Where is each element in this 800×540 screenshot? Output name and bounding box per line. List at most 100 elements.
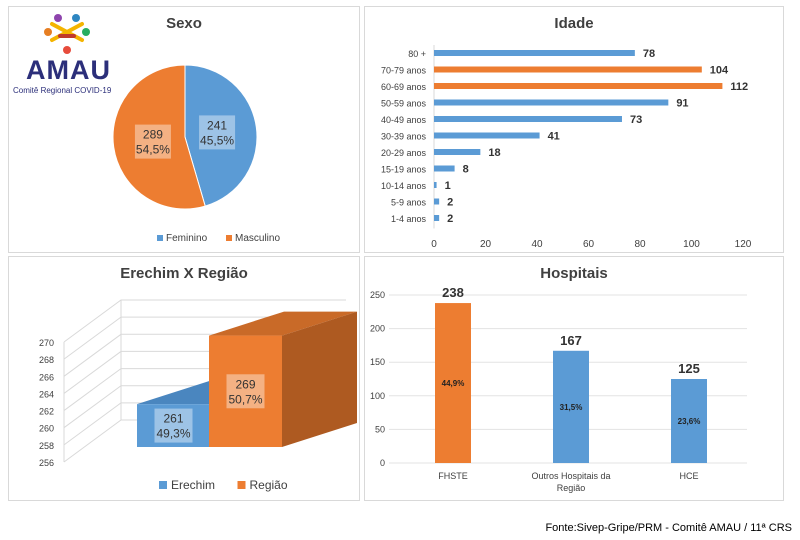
bar-pct-label: 31,5% xyxy=(560,403,583,412)
x-tick-label: 40 xyxy=(531,239,543,250)
hospitais-title: Hospitais xyxy=(540,265,608,282)
bar-side-face xyxy=(282,311,357,447)
bar-value-label: 261 xyxy=(163,412,183,426)
bar-value-label: 238 xyxy=(442,285,464,300)
y-tick-label: 266 xyxy=(39,372,54,382)
amau-logo: AMAU Comitê Regional COVID-19 xyxy=(8,8,128,98)
erechim-title: Erechim X Região xyxy=(120,265,248,282)
bar-pct-label: 50,7% xyxy=(228,392,262,406)
y-tick-label: 270 xyxy=(39,338,54,348)
category-label: 5-9 anos xyxy=(391,198,427,208)
y-tick-label: 0 xyxy=(380,458,385,468)
legend-swatch xyxy=(157,235,163,241)
idade-title: Idade xyxy=(554,15,594,32)
y-tick-label: 258 xyxy=(39,441,54,451)
bar xyxy=(434,66,702,73)
x-tick-label: 20 xyxy=(480,239,492,250)
bar-value-label: 2 xyxy=(447,197,453,209)
category-label: 40-49 anos xyxy=(381,115,427,125)
legend-label: Masculino xyxy=(235,233,280,244)
bar xyxy=(434,215,440,221)
y-tick-label: 200 xyxy=(370,324,385,334)
category-label: HCE xyxy=(679,471,698,481)
erechim-panel: Erechim X Região 256 258 260 262 264 266 268 27… xyxy=(8,256,360,501)
y-tick-label: 260 xyxy=(39,424,54,434)
source-note: Fonte:Sivep-Gripe/PRM - Comitê AMAU / 11… xyxy=(545,522,792,534)
pie-value-label: 241 xyxy=(207,118,227,132)
category-label: 15-19 anos xyxy=(381,165,427,175)
bar xyxy=(434,50,635,56)
bar xyxy=(434,149,481,155)
category-label: 70-79 anos xyxy=(381,66,427,76)
pie-pct-label: 45,5% xyxy=(200,133,234,147)
x-tick-label: 120 xyxy=(735,239,752,250)
category-label: 50-59 anos xyxy=(381,99,427,109)
bar xyxy=(434,198,440,205)
category-label: 80 + xyxy=(408,49,426,59)
y-tick-label: 264 xyxy=(39,389,54,399)
bar-value-label: 78 xyxy=(643,48,655,60)
x-tick-label: 60 xyxy=(583,239,595,250)
category-label: 10-14 anos xyxy=(381,181,427,191)
bar xyxy=(434,116,622,122)
bar-value-label: 125 xyxy=(678,361,700,376)
legend-label: Região xyxy=(250,478,288,492)
idade-panel: Idade 80 + 78 70-79 anos 104 60-69 anos 112 50… xyxy=(364,6,784,253)
category-label: Região xyxy=(557,483,586,493)
category-label: 30-39 anos xyxy=(381,132,427,142)
bar-pct-label: 23,6% xyxy=(678,417,701,426)
bar-value-label: 269 xyxy=(235,377,255,391)
hospitais-panel: Hospitais 0 50 100 150 200 250 238 44,9% FHSTE 16… xyxy=(364,256,784,501)
bar-value-label: 8 xyxy=(463,164,469,176)
sexo-panel: Sexo 241 45,5% 289 54,5% Feminino Masculino xyxy=(8,6,360,253)
bar-pct-label: 44,9% xyxy=(442,379,465,388)
bar-value-label: 73 xyxy=(630,114,642,126)
bar-value-label: 91 xyxy=(676,98,688,110)
bar-value-label: 41 xyxy=(548,131,560,143)
bar xyxy=(434,182,437,188)
y-tick-label: 268 xyxy=(39,355,54,365)
category-label: 1-4 anos xyxy=(391,214,427,224)
pie-label-box xyxy=(134,124,171,159)
bar-value-label: 104 xyxy=(710,65,729,77)
bar-value-label: 1 xyxy=(445,180,451,192)
category-label: FHSTE xyxy=(438,471,468,481)
pie-label-box xyxy=(199,115,236,150)
bar-pct-label: 49,3% xyxy=(156,427,190,441)
logo-name: AMAU xyxy=(26,55,111,85)
legend-swatch xyxy=(159,481,167,489)
bar-top-face xyxy=(209,311,357,336)
legend-swatch xyxy=(226,235,232,241)
bar-value-label: 2 xyxy=(447,213,453,225)
y-tick-label: 150 xyxy=(370,357,385,367)
bar xyxy=(435,303,471,463)
bar xyxy=(434,83,723,89)
legend-label: Feminino xyxy=(166,233,208,244)
bar xyxy=(434,165,455,172)
legend-swatch xyxy=(237,481,246,489)
idade-bar-chart: 80 + 78 70-79 anos 104 60-69 anos 112 50-59 an… xyxy=(381,45,752,250)
bar-value-label: 112 xyxy=(730,81,748,93)
y-tick-label: 50 xyxy=(375,424,385,434)
bar xyxy=(434,99,669,106)
sexo-title: Sexo xyxy=(166,15,202,32)
category-label: Outros Hospitais da xyxy=(531,471,610,481)
hospitais-bar-chart: 0 50 100 150 200 250 238 44,9% FHSTE 167 31,5% Outr… xyxy=(370,285,747,493)
y-tick-label: 262 xyxy=(39,407,54,417)
people-circle-icon xyxy=(44,14,90,54)
bar-label-box xyxy=(154,408,193,443)
y-tick-label: 250 xyxy=(370,290,385,300)
category-label: 20-29 anos xyxy=(381,148,427,158)
y-tick-label: 256 xyxy=(39,458,54,468)
x-tick-label: 0 xyxy=(431,239,437,250)
bar-label-box xyxy=(226,374,265,409)
x-tick-label: 80 xyxy=(634,239,646,250)
bar-value-label: 18 xyxy=(488,147,500,159)
logo-subtitle: Comitê Regional COVID-19 xyxy=(13,86,112,95)
pie-value-label: 289 xyxy=(143,128,163,142)
bar xyxy=(671,379,707,463)
bar-value-label: 167 xyxy=(560,333,582,348)
bar xyxy=(434,132,540,139)
